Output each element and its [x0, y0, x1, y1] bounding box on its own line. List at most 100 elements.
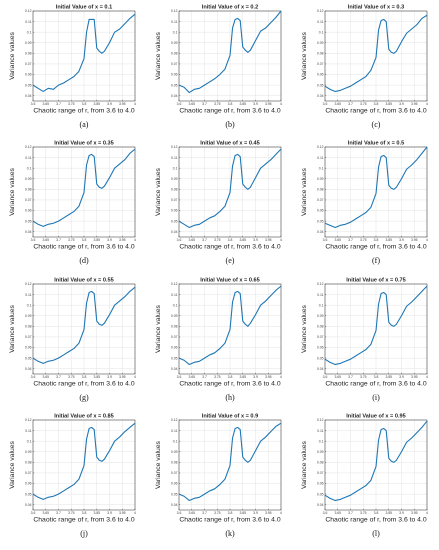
- y-tick-label: 0.05: [317, 492, 324, 496]
- chart-panel: 3.6 3.65 3.7 3.75 3.8 3.85 3.9 3.95 4 0.04 0.05 0.0…: [301, 278, 428, 403]
- y-tick-label: 0.04: [25, 230, 32, 234]
- axes-frame: [32, 10, 136, 102]
- y-tick-label: 0.11: [317, 293, 323, 297]
- x-tick-label: 3.7: [56, 238, 61, 242]
- y-tick-label: 0.1: [319, 30, 324, 34]
- x-tick-label: 4: [280, 511, 282, 515]
- y-tick-label: 0.07: [171, 471, 178, 475]
- chart-title: Initial Value of x = 0.45: [200, 141, 260, 147]
- y-tick-label: 0.1: [173, 30, 178, 34]
- y-tick-label: 0.07: [171, 335, 178, 339]
- x-tick-label: 3.7: [202, 375, 207, 379]
- y-tick-label: 0.08: [171, 325, 178, 329]
- x-tick-label: 3.85: [93, 102, 100, 106]
- y-tick-label: 0.05: [317, 219, 324, 223]
- panel-label: (f): [372, 256, 380, 265]
- panel-label: (i): [372, 393, 380, 402]
- y-tick-label: 0.06: [171, 482, 178, 486]
- y-tick-label: 0.05: [171, 356, 178, 360]
- x-axis-label: Chaotic range of r, from 3.6 to 4.0: [33, 381, 134, 388]
- chart-title: Initial Value of x = 0.55: [54, 278, 114, 284]
- x-tick-label: 3.8: [228, 511, 233, 515]
- x-tick-label: 4: [426, 238, 428, 242]
- x-tick-label: 3.75: [214, 511, 221, 515]
- y-tick-label: 0.05: [25, 492, 32, 496]
- x-tick-label: 3.7: [348, 511, 353, 515]
- x-tick-label: 3.8: [82, 238, 87, 242]
- y-tick-label: 0.11: [25, 20, 31, 24]
- y-tick-label: 0.12: [171, 9, 178, 13]
- y-tick-label: 0.04: [171, 367, 178, 371]
- y-tick-label: 0.08: [171, 188, 178, 192]
- y-tick-label: 0.11: [171, 293, 177, 297]
- y-tick-label: 0.1: [173, 303, 178, 307]
- x-tick-label: 3.65: [334, 511, 341, 515]
- panel-label: (d): [79, 256, 89, 265]
- chart-panel: 3.6 3.65 3.7 3.75 3.8 3.85 3.9 3.95 4 0.04 0.05 0.0…: [155, 414, 282, 539]
- chart-panel: 3.6 3.65 3.7 3.75 3.8 3.85 3.9 3.95 4 0.04 0.05 0.0…: [9, 5, 136, 130]
- y-tick-label: 0.05: [171, 83, 178, 87]
- x-tick-label: 3.75: [214, 238, 221, 242]
- x-tick-label: 4: [134, 375, 136, 379]
- chart-title: Initial Value of x = 0.1: [56, 5, 112, 11]
- y-tick-label: 0.08: [171, 52, 178, 56]
- x-tick-label: 3.75: [360, 375, 367, 379]
- chart-panel: 3.6 3.65 3.7 3.75 3.8 3.85 3.9 3.95 4 0.04 0.05 0.0…: [155, 5, 282, 130]
- y-tick-label: 0.09: [317, 450, 324, 454]
- x-tick-label: 3.8: [228, 375, 233, 379]
- x-tick-label: 3.8: [374, 238, 379, 242]
- x-tick-label: 3.75: [68, 511, 75, 515]
- axes-frame: [178, 146, 282, 238]
- y-tick-label: 0.12: [317, 9, 324, 13]
- axes-frame: [32, 419, 136, 511]
- chart-panel: 3.6 3.65 3.7 3.75 3.8 3.85 3.9 3.95 4 0.04 0.05 0.0…: [9, 141, 136, 266]
- x-tick-label: 3.85: [239, 375, 246, 379]
- y-tick-label: 0.05: [25, 356, 32, 360]
- y-tick-label: 0.1: [319, 439, 324, 443]
- x-tick-label: 3.65: [188, 375, 195, 379]
- y-tick-label: 0.06: [25, 209, 32, 213]
- y-tick-label: 0.1: [27, 439, 32, 443]
- chart-title: Initial Value of x = 0.35: [54, 141, 114, 147]
- y-axis-label: Variance values: [301, 440, 308, 488]
- y-tick-label: 0.07: [171, 198, 178, 202]
- x-tick-label: 3.65: [42, 511, 49, 515]
- y-tick-label: 0.11: [317, 20, 323, 24]
- x-tick-label: 3.6: [177, 511, 182, 515]
- x-tick-label: 3.6: [323, 102, 328, 106]
- chart-title: Initial Value of x = 0.2: [202, 5, 258, 11]
- chart-title: Initial Value of x = 0.5: [348, 141, 404, 147]
- x-tick-label: 3.95: [265, 102, 272, 106]
- x-tick-label: 3.65: [188, 102, 195, 106]
- x-tick-label: 3.65: [188, 511, 195, 515]
- y-tick-label: 0.11: [171, 429, 177, 433]
- x-tick-label: 3.85: [385, 375, 392, 379]
- y-tick-label: 0.04: [317, 230, 324, 234]
- y-tick-label: 0.06: [317, 482, 324, 486]
- axes-frame: [324, 10, 428, 102]
- x-axis-label: Chaotic range of r, from 3.6 to 4.0: [33, 108, 134, 115]
- x-tick-label: 3.9: [399, 375, 404, 379]
- y-tick-label: 0.11: [317, 156, 323, 160]
- x-tick-label: 3.95: [411, 511, 418, 515]
- chart-panel: 3.6 3.65 3.7 3.75 3.8 3.85 3.9 3.95 4 0.04 0.05 0.0…: [155, 141, 282, 266]
- x-tick-label: 3.9: [399, 238, 404, 242]
- panel-label: (b): [225, 120, 235, 129]
- y-axis-label: Variance values: [301, 31, 308, 79]
- y-tick-label: 0.04: [25, 367, 32, 371]
- x-tick-label: 3.8: [374, 102, 379, 106]
- y-tick-label: 0.07: [317, 471, 324, 475]
- y-tick-label: 0.04: [171, 503, 178, 507]
- x-tick-label: 3.6: [31, 511, 36, 515]
- y-tick-label: 0.12: [171, 282, 178, 286]
- panel-label: (e): [226, 256, 235, 265]
- x-tick-label: 3.85: [239, 102, 246, 106]
- y-tick-label: 0.09: [317, 314, 324, 318]
- x-axis-label: Chaotic range of r, from 3.6 to 4.0: [179, 108, 280, 115]
- axes-frame: [324, 283, 428, 375]
- chart-title: Initial Value of x = 0.3: [348, 5, 404, 11]
- y-tick-label: 0.11: [25, 293, 31, 297]
- x-tick-label: 3.85: [239, 511, 246, 515]
- y-tick-label: 0.1: [27, 303, 32, 307]
- y-tick-label: 0.07: [25, 471, 32, 475]
